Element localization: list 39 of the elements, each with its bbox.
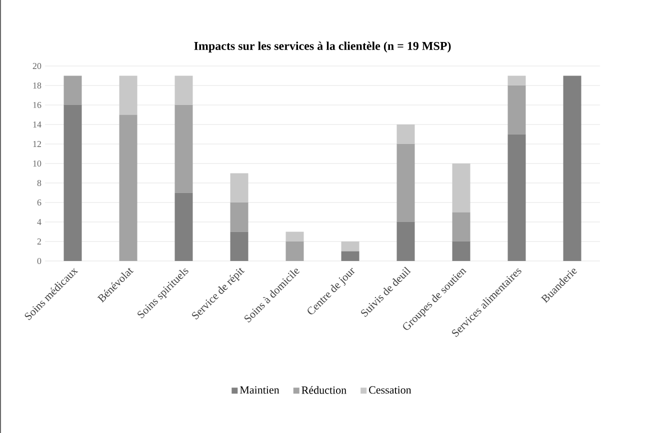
y-tick-label: 0 [37,258,42,264]
bar [230,173,248,202]
bar [563,76,582,261]
y-tick-label: 6 [37,199,42,206]
bar [174,192,193,261]
y-tick-label: 14 [33,122,42,128]
y-tick-label: 8 [37,180,42,186]
bar [174,76,193,105]
y-tick-label: 4 [37,219,42,225]
y-tick-label: 18 [33,82,42,89]
bar [64,104,82,261]
y-tick-label: 16 [33,102,42,108]
y-tick-label: 12 [33,141,41,147]
y-tick-label: 10 [33,160,42,167]
bar [508,76,526,86]
bar [64,76,82,105]
bar [230,232,248,261]
bar [341,241,360,252]
bar [230,202,248,232]
legend-label: Réduction [302,386,346,394]
bar [341,251,360,261]
bar [396,124,415,144]
bar [452,163,470,212]
bar [119,114,138,261]
bar [508,134,526,261]
bar [286,232,304,242]
legend-label: Maintien [240,386,280,394]
bar [174,104,193,193]
bar [452,241,470,261]
bar [119,76,138,115]
bar [508,85,526,134]
chart-title: Impacts sur les services à la clientèle (n = 19 MSP) [194,42,451,52]
bar [396,222,415,261]
bar [396,144,415,222]
y-tick-label: 2 [37,238,41,244]
bar [452,212,470,242]
y-tick-label: 20 [32,62,42,70]
legend-label: Cessation [369,386,412,394]
bar [286,241,304,261]
